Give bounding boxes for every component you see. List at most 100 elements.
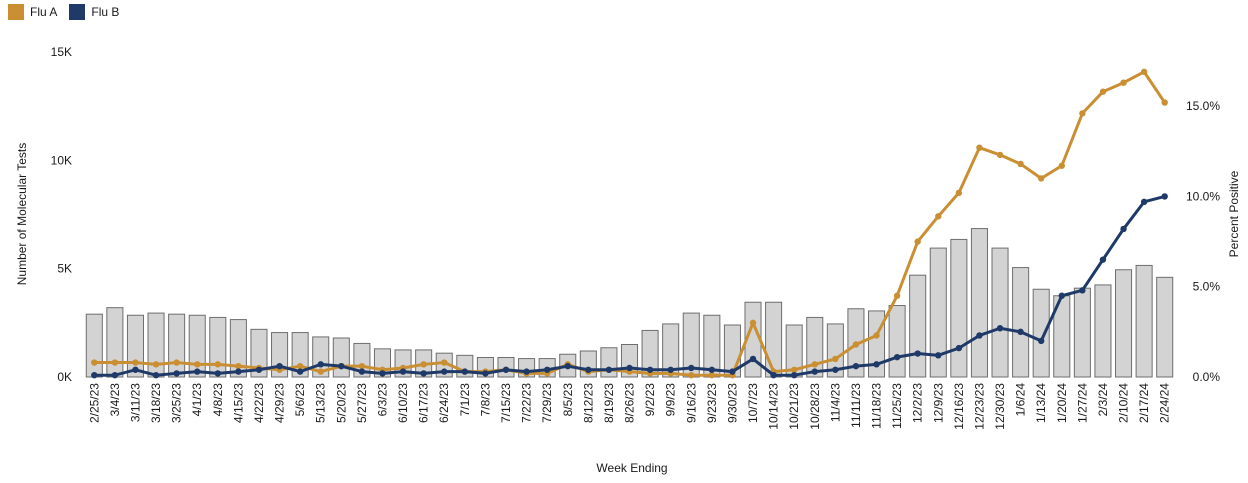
point-flu-b-7-15-23 bbox=[502, 366, 510, 373]
point-flu-b-2-3-24 bbox=[1099, 256, 1107, 263]
x-tick-7-29-23: 7/29/23 bbox=[540, 383, 554, 423]
point-flu-b-7-1-23 bbox=[461, 368, 469, 375]
x-tick-10-21-23: 10/21/23 bbox=[787, 383, 801, 430]
y-axis-left-title: Number of Molecular Tests bbox=[15, 143, 29, 286]
bar-10-14-23 bbox=[765, 301, 783, 378]
bar-12-23-23 bbox=[970, 228, 988, 378]
point-flu-b-3-11-23 bbox=[132, 366, 139, 373]
bar-6-10-23 bbox=[394, 349, 412, 378]
x-tick-1-6-24: 1/6/24 bbox=[1014, 383, 1028, 417]
point-flu-b-10-28-23 bbox=[811, 368, 818, 375]
bar-9-9-23 bbox=[662, 323, 680, 378]
point-flu-b-1-6-24 bbox=[1017, 328, 1024, 336]
x-tick-1-13-24: 1/13/24 bbox=[1034, 383, 1048, 423]
bar-4-8-23 bbox=[209, 316, 227, 378]
x-tick-11-11-23: 11/11/23 bbox=[849, 383, 863, 428]
x-tick-3-18-23: 3/18/23 bbox=[149, 383, 163, 423]
legend-item-flu-a[interactable]: Flu A bbox=[8, 4, 57, 20]
point-flu-b-10-7-23 bbox=[749, 355, 757, 363]
x-tick-7-8-23: 7/8/23 bbox=[478, 383, 492, 417]
y-left-tick-10k: 10K bbox=[51, 153, 72, 167]
point-flu-b-5-6-23 bbox=[296, 368, 304, 375]
y-left-tick-5k: 5K bbox=[57, 262, 72, 276]
point-flu-b-1-27-24 bbox=[1079, 287, 1086, 294]
bar-1-27-24 bbox=[1073, 287, 1091, 378]
bar-12-16-23 bbox=[950, 238, 968, 378]
point-flu-b-2-24-24 bbox=[1161, 193, 1168, 200]
x-tick-3-25-23: 3/25/23 bbox=[170, 383, 184, 423]
point-flu-a-1-13-24 bbox=[1038, 175, 1045, 182]
x-tick-12-2-23: 12/2/23 bbox=[911, 383, 925, 423]
bar-4-1-23 bbox=[188, 314, 206, 378]
point-flu-b-2-17-24 bbox=[1140, 198, 1148, 206]
x-tick-8-5-23: 8/5/23 bbox=[561, 383, 575, 417]
point-flu-b-2-25-23 bbox=[91, 371, 98, 379]
point-flu-a-5-6-23 bbox=[296, 362, 304, 370]
legend: Flu A Flu B bbox=[8, 4, 131, 20]
bar-2-24-24 bbox=[1156, 276, 1174, 378]
x-tick-8-19-23: 8/19/23 bbox=[602, 383, 616, 423]
point-flu-b-10-14-23 bbox=[770, 371, 777, 379]
x-tick-4-15-23: 4/15/23 bbox=[231, 383, 245, 423]
x-tick-4-29-23: 4/29/23 bbox=[273, 383, 287, 423]
y-right-tick-10-0: 10.0% bbox=[1186, 189, 1220, 203]
point-flu-a-2-3-24 bbox=[1099, 88, 1107, 95]
x-tick-2-3-24: 2/3/24 bbox=[1096, 383, 1110, 417]
bar-10-28-23 bbox=[806, 316, 824, 378]
bar-4-22-23 bbox=[250, 328, 268, 378]
point-flu-a-12-2-23 bbox=[914, 238, 921, 245]
point-flu-b-4-8-23 bbox=[214, 370, 221, 377]
x-tick-4-8-23: 4/8/23 bbox=[211, 383, 225, 417]
y-axis-right-title: Percent Positive bbox=[1227, 170, 1241, 257]
x-tick-2-17-24: 2/17/24 bbox=[1137, 383, 1151, 423]
bar-12-2-23 bbox=[909, 274, 927, 378]
point-flu-a-2-17-24 bbox=[1140, 68, 1148, 76]
point-flu-a-9-16-23 bbox=[688, 371, 695, 379]
point-flu-b-4-1-23 bbox=[194, 368, 201, 375]
point-flu-b-9-2-23 bbox=[646, 366, 654, 373]
tick-labels-group: 0K 5K 10K 15K 0.0% 5.0% 10.0% 15.0% 2/25/23 3/4/2… bbox=[51, 45, 1221, 430]
legend-label-flu-b: Flu B bbox=[91, 5, 120, 19]
bar-4-15-23 bbox=[229, 319, 247, 378]
point-flu-b-5-20-23 bbox=[338, 362, 345, 370]
point-flu-a-3-11-23 bbox=[132, 359, 139, 366]
x-tick-4-1-23: 4/1/23 bbox=[190, 383, 204, 417]
bar-3-4-23 bbox=[106, 307, 124, 378]
point-flu-a-11-4-23 bbox=[832, 355, 839, 363]
point-flu-b-6-3-23 bbox=[379, 370, 386, 377]
point-flu-b-11-25-23 bbox=[893, 353, 901, 361]
point-flu-a-1-6-24 bbox=[1017, 160, 1024, 168]
point-flu-a-3-4-23 bbox=[111, 359, 119, 366]
bar-3-25-23 bbox=[168, 313, 186, 378]
x-tick-7-22-23: 7/22/23 bbox=[520, 383, 534, 423]
point-flu-b-4-22-23 bbox=[255, 366, 263, 373]
point-flu-a-2-24-24 bbox=[1161, 99, 1168, 106]
legend-item-flu-b[interactable]: Flu B bbox=[69, 4, 119, 20]
point-flu-b-3-18-23 bbox=[152, 371, 160, 379]
point-flu-a-10-21-23 bbox=[790, 366, 798, 373]
point-flu-b-11-4-23 bbox=[832, 366, 839, 373]
point-flu-b-12-23-23 bbox=[976, 332, 983, 339]
point-flu-a-5-27-23 bbox=[358, 362, 366, 370]
point-flu-b-12-30-23 bbox=[996, 325, 1004, 332]
x-tick-4-22-23: 4/22/23 bbox=[252, 383, 266, 423]
bar-11-4-23 bbox=[826, 323, 844, 378]
x-tick-10-28-23: 10/28/23 bbox=[808, 383, 822, 430]
x-tick-7-15-23: 7/15/23 bbox=[499, 383, 513, 423]
legend-swatch-flu-a bbox=[8, 4, 24, 20]
point-flu-b-7-29-23 bbox=[543, 366, 551, 373]
point-flu-b-3-4-23 bbox=[111, 371, 119, 379]
point-flu-b-9-23-23 bbox=[708, 366, 716, 373]
x-tick-8-26-23: 8/26/23 bbox=[623, 383, 637, 423]
x-tick-12-16-23: 12/16/23 bbox=[952, 383, 966, 430]
point-flu-b-9-30-23 bbox=[729, 368, 736, 375]
bar-12-9-23 bbox=[929, 247, 947, 378]
x-tick-9-30-23: 9/30/23 bbox=[725, 383, 739, 423]
x-tick-9-9-23: 9/9/23 bbox=[664, 383, 678, 417]
point-flu-b-3-25-23 bbox=[173, 370, 180, 377]
bar-11-25-23 bbox=[888, 305, 906, 378]
point-flu-a-10-28-23 bbox=[811, 361, 818, 368]
x-tick-6-10-23: 6/10/23 bbox=[396, 383, 410, 423]
y-left-tick-15k: 15K bbox=[51, 45, 72, 59]
point-flu-a-12-23-23 bbox=[976, 144, 983, 151]
